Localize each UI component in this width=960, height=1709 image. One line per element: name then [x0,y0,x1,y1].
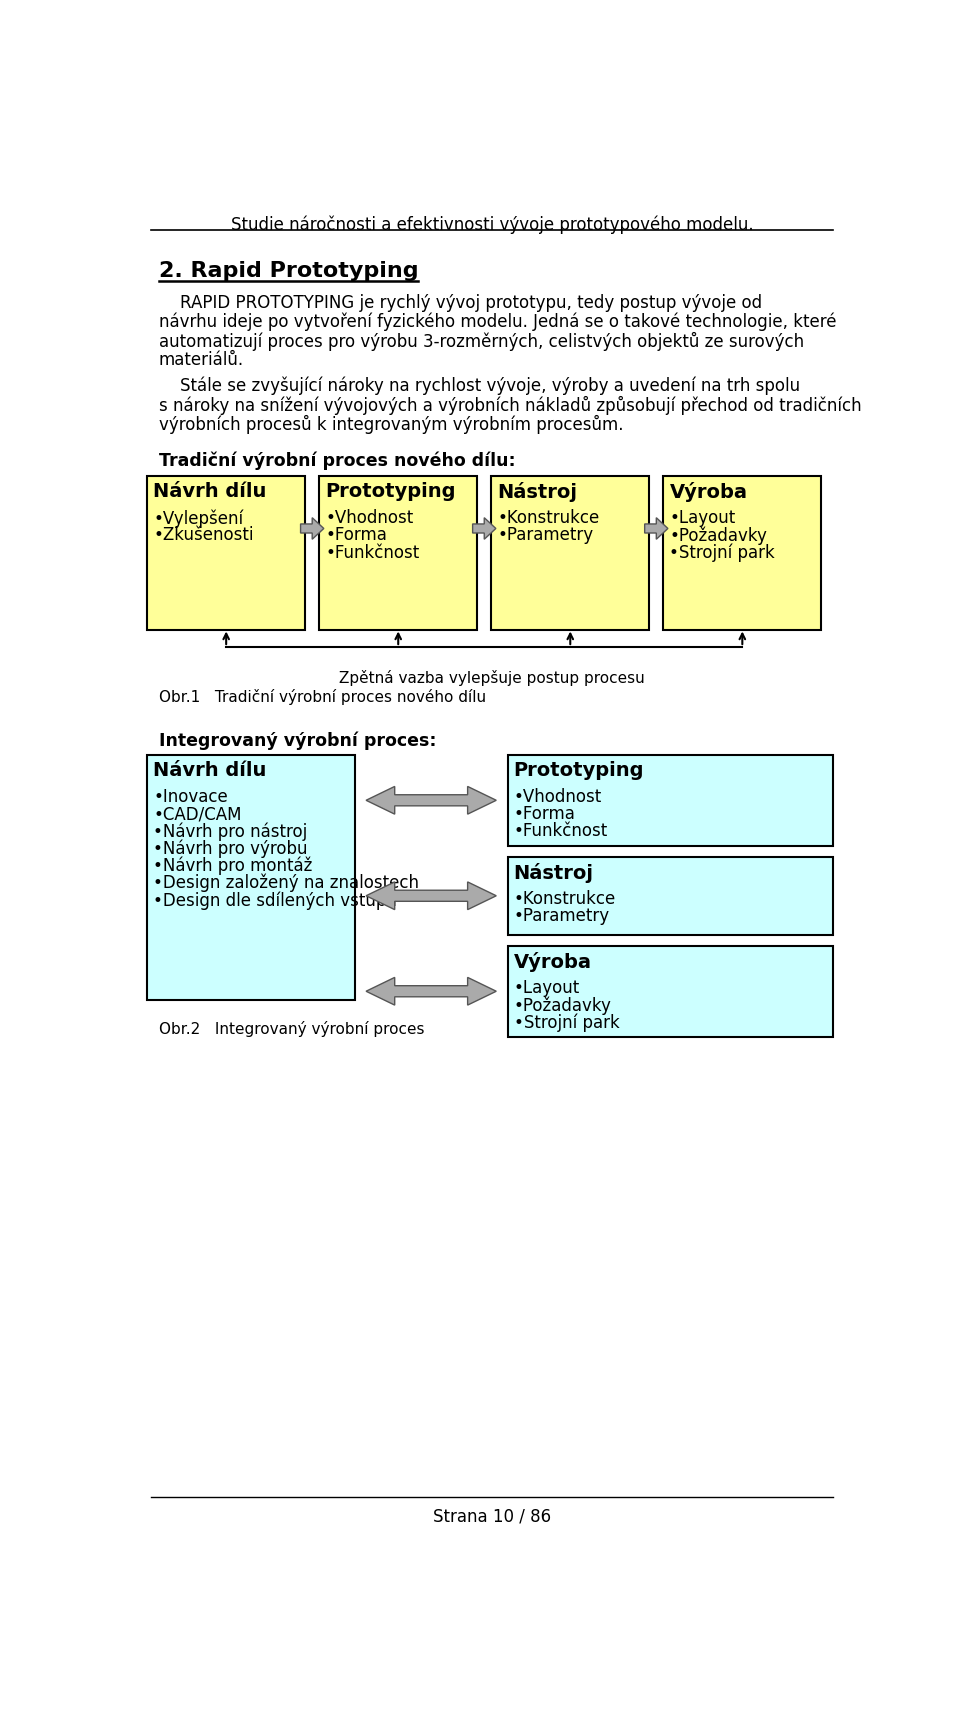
Bar [147,477,305,631]
Text: Prototyping: Prototyping [514,761,644,779]
Text: Výroba: Výroba [669,482,748,502]
Text: •Vylepšení: •Vylepšení [154,509,244,528]
Text: •Inovace: •Inovace [154,788,228,807]
Text: •Funkčnost: •Funkčnost [514,822,608,841]
Text: •Funkčnost: •Funkčnost [325,543,420,562]
Text: •Konstrukce: •Konstrukce [497,509,600,528]
Text: •Požadavky: •Požadavky [514,996,612,1015]
Polygon shape [366,786,496,813]
Text: •Konstrukce: •Konstrukce [514,890,616,907]
Bar [508,755,833,846]
Text: •Požadavky: •Požadavky [669,526,767,545]
Text: •Vhodnost: •Vhodnost [514,788,602,807]
Text: •Vhodnost: •Vhodnost [325,509,414,528]
Text: Návrh dílu: Návrh dílu [154,482,267,501]
Text: výrobních procesů k integrovaným výrobním procesům.: výrobních procesů k integrovaným výrobní… [158,415,623,434]
Text: Návrh dílu: Návrh dílu [154,761,267,779]
Polygon shape [366,978,496,1005]
Polygon shape [645,518,668,540]
Text: •Forma: •Forma [325,526,387,545]
Text: •Design založený na znalostech: •Design založený na znalostech [154,873,420,892]
Polygon shape [366,882,496,909]
Text: návrhu ideje po vytvoření fyzického modelu. Jedná se o takové technologie, které: návrhu ideje po vytvoření fyzického mode… [158,313,836,332]
Text: s nároky na snížení vývojových a výrobních nákladů způsobují přechod od tradiční: s nároky na snížení vývojových a výrobní… [158,396,861,415]
Text: 2. Rapid Prototyping: 2. Rapid Prototyping [158,260,419,280]
Text: •Návrh pro výrobu: •Návrh pro výrobu [154,839,308,858]
Text: •Parametry: •Parametry [497,526,593,545]
Text: Obr.1   Tradiční výrobní proces nového dílu: Obr.1 Tradiční výrobní proces nového díl… [158,689,486,706]
Text: Nástroj: Nástroj [514,863,593,882]
Text: Strana 10 / 86: Strana 10 / 86 [433,1507,551,1526]
Text: •CAD/CAM: •CAD/CAM [154,805,242,824]
Text: RAPID PROTOTYPING je rychlý vývoj prototypu, tedy postup vývoje od: RAPID PROTOTYPING je rychlý vývoj protot… [158,294,762,311]
Bar [147,755,355,1000]
Text: •Forma: •Forma [514,805,576,824]
Text: Výroba: Výroba [514,952,591,972]
Text: •Parametry: •Parametry [514,907,610,925]
Text: •Layout: •Layout [669,509,735,528]
Bar [508,945,833,1037]
Text: •Návrh pro montáž: •Návrh pro montáž [154,856,313,875]
Text: Studie náročnosti a efektivnosti vývoje prototypového modelu.: Studie náročnosti a efektivnosti vývoje … [230,215,754,234]
Text: •Design dle sdílených vstupů: •Design dle sdílených vstupů [154,890,397,909]
Text: •Návrh pro nástroj: •Návrh pro nástroj [154,822,307,841]
Polygon shape [300,518,324,540]
Text: Tradiční výrobní proces nového dílu:: Tradiční výrobní proces nového dílu: [158,451,516,470]
Text: Obr.2   Integrovaný výrobní proces: Obr.2 Integrovaný výrobní proces [158,1022,424,1037]
Text: automatizují proces pro výrobu 3-rozměrných, celistvých objektů ze surových: automatizují proces pro výrobu 3-rozměrn… [158,332,804,352]
Text: Prototyping: Prototyping [325,482,456,501]
Text: •Strojní park: •Strojní park [514,1013,619,1032]
Text: Zpětná vazba vylepšuje postup procesu: Zpětná vazba vylepšuje postup procesu [339,670,645,685]
Text: Nástroj: Nástroj [497,482,577,502]
Text: •Strojní park: •Strojní park [669,543,776,562]
Text: materiálů.: materiálů. [158,352,244,369]
Text: Stále se zvyšující nároky na rychlost vývoje, výroby a uvedení na trh spolu: Stále se zvyšující nároky na rychlost vý… [158,376,800,395]
Bar [663,477,822,631]
Polygon shape [472,518,496,540]
Bar [508,856,833,935]
Bar [492,477,649,631]
Text: •Layout: •Layout [514,979,580,996]
Text: Integrovaný výrobní proces:: Integrovaný výrobní proces: [158,731,436,750]
Bar [319,477,477,631]
Text: •Zkušenosti: •Zkušenosti [154,526,253,545]
